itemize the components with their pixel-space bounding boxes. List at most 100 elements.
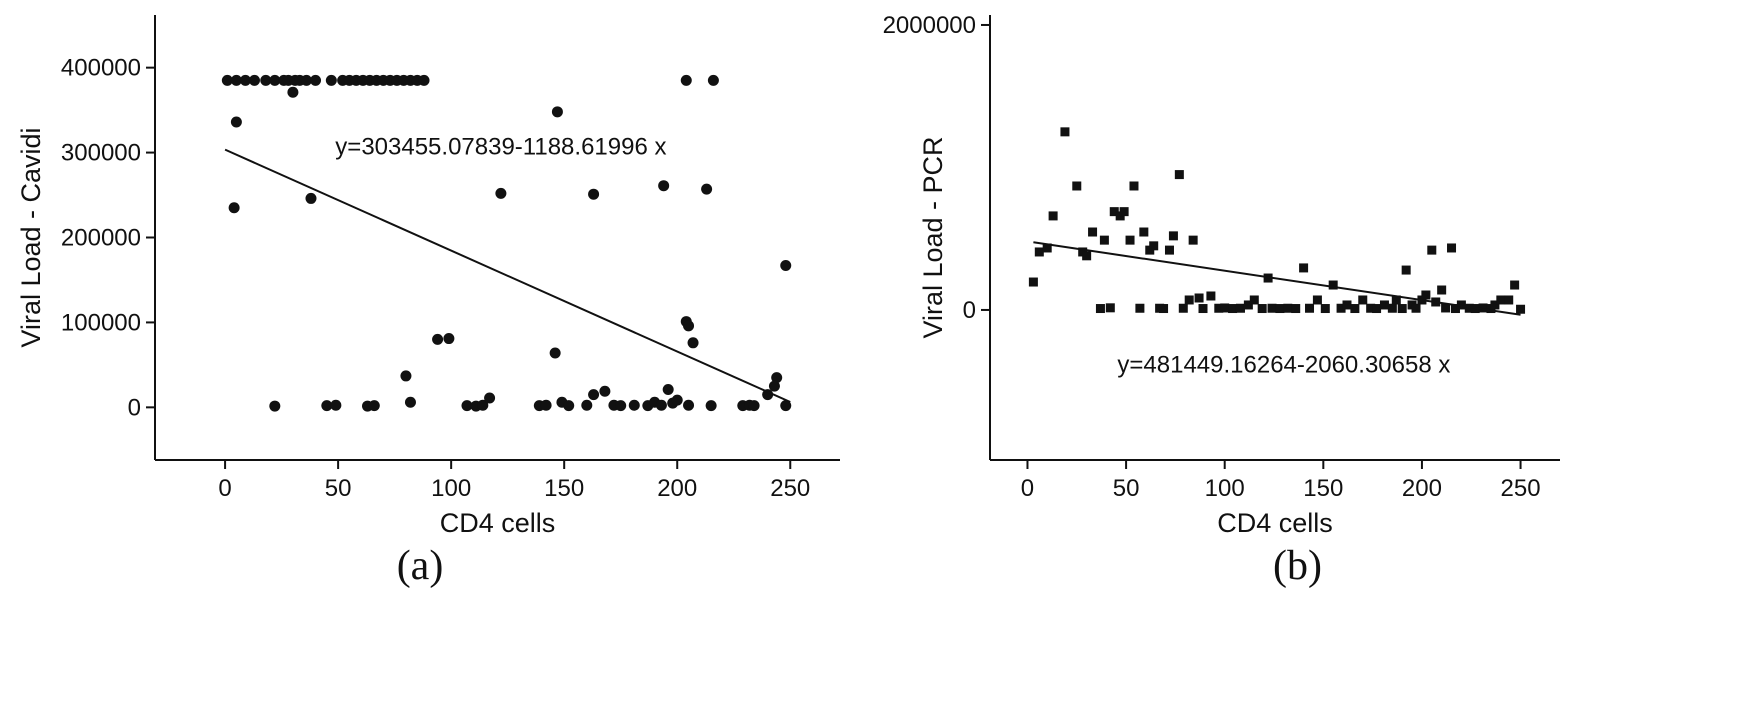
data-point bbox=[683, 399, 695, 411]
data-point bbox=[1464, 303, 1474, 313]
axes bbox=[989, 15, 1560, 461]
data-point bbox=[1257, 304, 1267, 314]
x-tick-label: 100 bbox=[1205, 475, 1245, 502]
x-axis-title: CD4 cells bbox=[1217, 508, 1333, 538]
y-tick-label: 100000 bbox=[61, 309, 141, 336]
data-point bbox=[1228, 304, 1238, 314]
x-tick-label: 200 bbox=[1402, 475, 1442, 502]
data-point bbox=[1164, 245, 1174, 255]
data-point bbox=[1478, 303, 1488, 313]
data-point bbox=[1397, 304, 1407, 314]
data-point bbox=[1496, 295, 1506, 305]
data-point bbox=[683, 320, 695, 332]
data-point bbox=[1214, 303, 1224, 313]
data-point bbox=[1328, 280, 1338, 290]
data-point bbox=[549, 347, 561, 359]
data-point bbox=[1235, 303, 1245, 313]
data-point bbox=[563, 400, 575, 412]
data-point bbox=[780, 400, 792, 412]
data-point bbox=[310, 74, 322, 86]
data-point bbox=[443, 333, 455, 345]
data-point bbox=[748, 400, 760, 412]
data-point bbox=[1510, 280, 1520, 290]
x-axis-title: CD4 cells bbox=[440, 508, 556, 538]
data-point bbox=[1139, 227, 1149, 237]
data-point bbox=[1320, 304, 1330, 314]
data-point bbox=[1042, 243, 1052, 253]
data-point bbox=[1149, 241, 1159, 251]
data-point bbox=[461, 400, 473, 412]
tick-marks bbox=[981, 23, 1522, 469]
tick-labels: 0 50 100 150 200 250 0 100000 200000 300000 400000 bbox=[61, 55, 810, 502]
data-point bbox=[658, 180, 670, 192]
regression-line bbox=[1033, 241, 1521, 316]
data-point bbox=[1095, 304, 1105, 314]
regression-equation-label: y=481449.16264-2060.30658 x bbox=[1117, 352, 1450, 379]
data-point bbox=[1391, 295, 1401, 305]
panel-a: 0 50 100 150 200 250 0 100000 200000 300000 400000… bbox=[0, 0, 870, 702]
y-tick-label: 2000000 bbox=[883, 12, 976, 39]
data-point bbox=[771, 372, 783, 384]
data-point bbox=[1267, 303, 1277, 313]
data-point bbox=[1450, 304, 1460, 314]
x-tick-label: 250 bbox=[770, 475, 810, 502]
x-tick-label: 100 bbox=[431, 475, 471, 502]
data-point bbox=[1305, 303, 1315, 313]
data-point bbox=[287, 86, 299, 98]
x-tick-label: 200 bbox=[657, 475, 697, 502]
data-point bbox=[495, 187, 507, 199]
data-point bbox=[484, 392, 496, 404]
data-point bbox=[1159, 304, 1169, 314]
data-points bbox=[221, 74, 792, 412]
x-tick-label: 250 bbox=[1501, 475, 1541, 502]
regression-line bbox=[224, 148, 791, 403]
x-tick-label: 50 bbox=[325, 475, 352, 502]
data-point bbox=[1299, 263, 1309, 273]
x-tick-label: 150 bbox=[1303, 475, 1343, 502]
data-point bbox=[1174, 170, 1184, 180]
data-point bbox=[1437, 285, 1447, 295]
data-point bbox=[1504, 295, 1514, 305]
data-point bbox=[707, 74, 719, 86]
scatter-chart-pcr: 0 50 100 150 200 250 0 2000000 y=481449.16264-20… bbox=[870, 0, 1745, 540]
data-point bbox=[1125, 235, 1135, 245]
data-point bbox=[1447, 243, 1457, 253]
panel-label-a: (a) bbox=[396, 543, 444, 589]
x-tick-label: 50 bbox=[1113, 475, 1140, 502]
data-point bbox=[1336, 303, 1346, 313]
data-point bbox=[1168, 231, 1178, 241]
data-point bbox=[1441, 303, 1451, 313]
y-tick-label: 200000 bbox=[61, 225, 141, 252]
data-point bbox=[1411, 303, 1421, 313]
data-point bbox=[581, 399, 593, 411]
data-point bbox=[671, 394, 683, 406]
data-point bbox=[269, 400, 281, 412]
data-point bbox=[1516, 304, 1526, 314]
data-point bbox=[599, 385, 611, 397]
data-point bbox=[248, 74, 260, 86]
data-point bbox=[1048, 211, 1058, 221]
data-point bbox=[687, 337, 699, 349]
data-point bbox=[1401, 265, 1411, 275]
scatter-chart-cavidi: 0 50 100 150 200 250 0 100000 200000 300000 400000… bbox=[0, 0, 870, 540]
data-point bbox=[680, 74, 692, 86]
data-point bbox=[1283, 303, 1293, 313]
data-point bbox=[1129, 181, 1139, 191]
data-point bbox=[1490, 300, 1500, 310]
y-tick-label: 400000 bbox=[61, 55, 141, 82]
data-point bbox=[400, 370, 412, 382]
data-point bbox=[239, 74, 251, 86]
data-point bbox=[1082, 251, 1092, 261]
data-point bbox=[432, 333, 444, 345]
data-point bbox=[1275, 304, 1285, 314]
data-point bbox=[418, 74, 430, 86]
data-point bbox=[1119, 207, 1129, 217]
data-point bbox=[1060, 127, 1070, 137]
data-point bbox=[1194, 293, 1204, 303]
data-point bbox=[228, 202, 240, 214]
data-point bbox=[230, 116, 242, 128]
y-axis-title: Viral Load - PCR bbox=[918, 136, 948, 338]
data-point bbox=[1421, 290, 1431, 300]
data-point bbox=[1088, 227, 1098, 237]
data-point bbox=[628, 399, 640, 411]
